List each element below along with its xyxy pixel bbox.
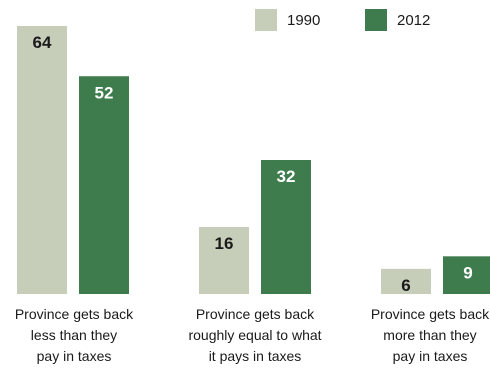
category-label-line: more than they <box>383 327 477 343</box>
bar-chart: 64 16 6 52 32 9 <box>17 26 490 295</box>
legend-label-1990: 1990 <box>287 11 321 29</box>
bar-1990-less <box>17 26 67 294</box>
data-label-2012-more: 9 <box>463 263 472 282</box>
category-label-line: it pays in taxes <box>208 348 302 364</box>
legend-swatch-2012 <box>365 9 387 31</box>
category-label-less: Province gets back less than they pay in… <box>0 304 148 367</box>
bar-2012-more <box>443 256 490 294</box>
legend-label-2012: 2012 <box>397 11 431 29</box>
category-label-line: pay in taxes <box>392 348 468 364</box>
category-label-equal: Province gets back roughly equal to what… <box>183 304 327 367</box>
data-label-1990-more: 6 <box>401 276 410 295</box>
bar-1990-more <box>381 268 431 294</box>
data-label-1990-equal: 16 <box>215 234 234 253</box>
category-label-more: Province gets back more than they pay in… <box>368 304 490 367</box>
data-label-2012-equal: 32 <box>277 167 296 186</box>
category-label-line: Province gets back <box>14 306 134 322</box>
legend-swatch-1990 <box>255 9 277 31</box>
category-label-line: pay in taxes <box>36 348 112 364</box>
data-label-2012-less: 52 <box>95 83 114 102</box>
bar-2012-less <box>79 76 129 294</box>
bar-2012-equal <box>261 160 311 294</box>
category-label-line: Province gets back <box>370 306 490 322</box>
data-label-1990-less: 64 <box>33 33 52 52</box>
category-label-line: roughly equal to what <box>188 327 322 343</box>
category-label-line: Province gets back <box>195 306 315 322</box>
bar-1990-equal <box>199 227 249 294</box>
legend-item-2012: 2012 <box>365 9 430 31</box>
category-label-line: less than they <box>30 327 118 343</box>
legend-item-1990: 1990 <box>255 9 320 31</box>
